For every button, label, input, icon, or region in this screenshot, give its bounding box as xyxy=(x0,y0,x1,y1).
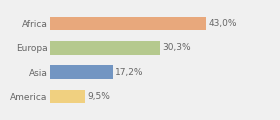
Bar xyxy=(50,66,113,79)
Bar xyxy=(50,41,160,54)
Bar xyxy=(50,90,85,103)
Text: 30,3%: 30,3% xyxy=(163,43,192,52)
Bar xyxy=(50,17,206,30)
Text: 17,2%: 17,2% xyxy=(115,68,144,77)
Text: 43,0%: 43,0% xyxy=(209,19,237,28)
Text: 9,5%: 9,5% xyxy=(88,92,111,101)
